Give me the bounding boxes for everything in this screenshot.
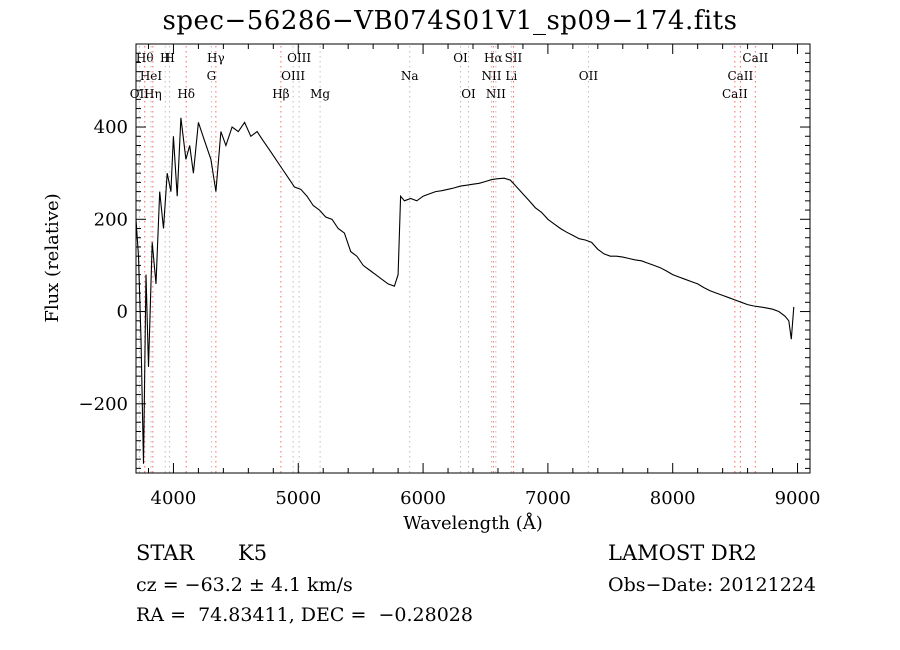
spectral-line-label: OI xyxy=(453,51,468,65)
x-tick-label: 5000 xyxy=(275,488,321,509)
spectral-line-label: NII xyxy=(481,69,501,83)
spectral-line-label: SII xyxy=(505,51,523,65)
x-tick-label: 9000 xyxy=(775,488,821,509)
y-tick-label: 200 xyxy=(94,209,128,230)
y-tick-label: 400 xyxy=(94,117,128,138)
survey-name: LAMOST DR2 xyxy=(608,541,757,565)
spectrum-line xyxy=(135,117,795,464)
x-tick-label: 4000 xyxy=(151,488,197,509)
x-tick-label: 6000 xyxy=(400,488,446,509)
chart-title: spec−56286−VB074S01V1_sp09−174.fits xyxy=(162,6,738,36)
spectral-line-label: OI xyxy=(461,87,476,101)
y-tick-label: −200 xyxy=(79,394,128,415)
y-axis-ticks: −200 0 200 400 xyxy=(79,52,810,469)
spectral-line-label: OIII xyxy=(287,51,311,65)
plot-frame xyxy=(135,43,811,474)
ra-dec-coordinates: RA = 74.83411, DEC = −0.28028 xyxy=(136,604,473,626)
spectral-line-label: Mg xyxy=(310,87,330,101)
line-markers: OII Hθ HeI Hη HH Hδ G Hγ Hβ OIII OIII Mg Na OI OI NII Hα… xyxy=(130,46,768,473)
object-class: STAR xyxy=(136,541,195,565)
spectral-line-label: Li xyxy=(505,69,517,83)
spectral-line-label: H xyxy=(160,51,170,65)
spectral-line-label: Hδ xyxy=(177,87,195,101)
spectral-line-label: Hα xyxy=(484,51,503,65)
spectral-line-label: Hθ xyxy=(136,51,154,65)
object-subclass: K5 xyxy=(238,541,268,565)
x-axis-label: Wavelength (Å) xyxy=(403,512,543,534)
spectral-line-label: HeI xyxy=(140,69,163,83)
x-tick-label: 8000 xyxy=(650,488,696,509)
spectral-line-label: Hβ xyxy=(272,87,289,101)
spectral-line-label: Na xyxy=(401,69,419,83)
spectral-line-label: CaII xyxy=(722,87,748,101)
observation-date: Obs−Date: 20121224 xyxy=(608,574,816,596)
spectral-line-label: CaII xyxy=(727,69,753,83)
spectral-line-label: CaII xyxy=(742,51,768,65)
spectral-line-label: Hγ xyxy=(207,51,225,65)
spectral-line-label: NII xyxy=(486,87,506,101)
x-axis-ticks: 4000 5000 6000 7000 8000 9000 xyxy=(147,44,821,509)
spectral-line-label: Hη xyxy=(144,87,162,101)
y-tick-label: 0 xyxy=(117,302,128,323)
y-axis-label: Flux (relative) xyxy=(42,193,63,322)
x-tick-label: 7000 xyxy=(525,488,571,509)
spectral-line-label: G xyxy=(207,69,217,83)
spectral-line-label: OII xyxy=(579,69,599,83)
spectral-line-label: H xyxy=(164,51,174,65)
spectral-line-label: OIII xyxy=(281,69,305,83)
redshift-cz: cz = −63.2 ± 4.1 km/s xyxy=(136,574,353,596)
